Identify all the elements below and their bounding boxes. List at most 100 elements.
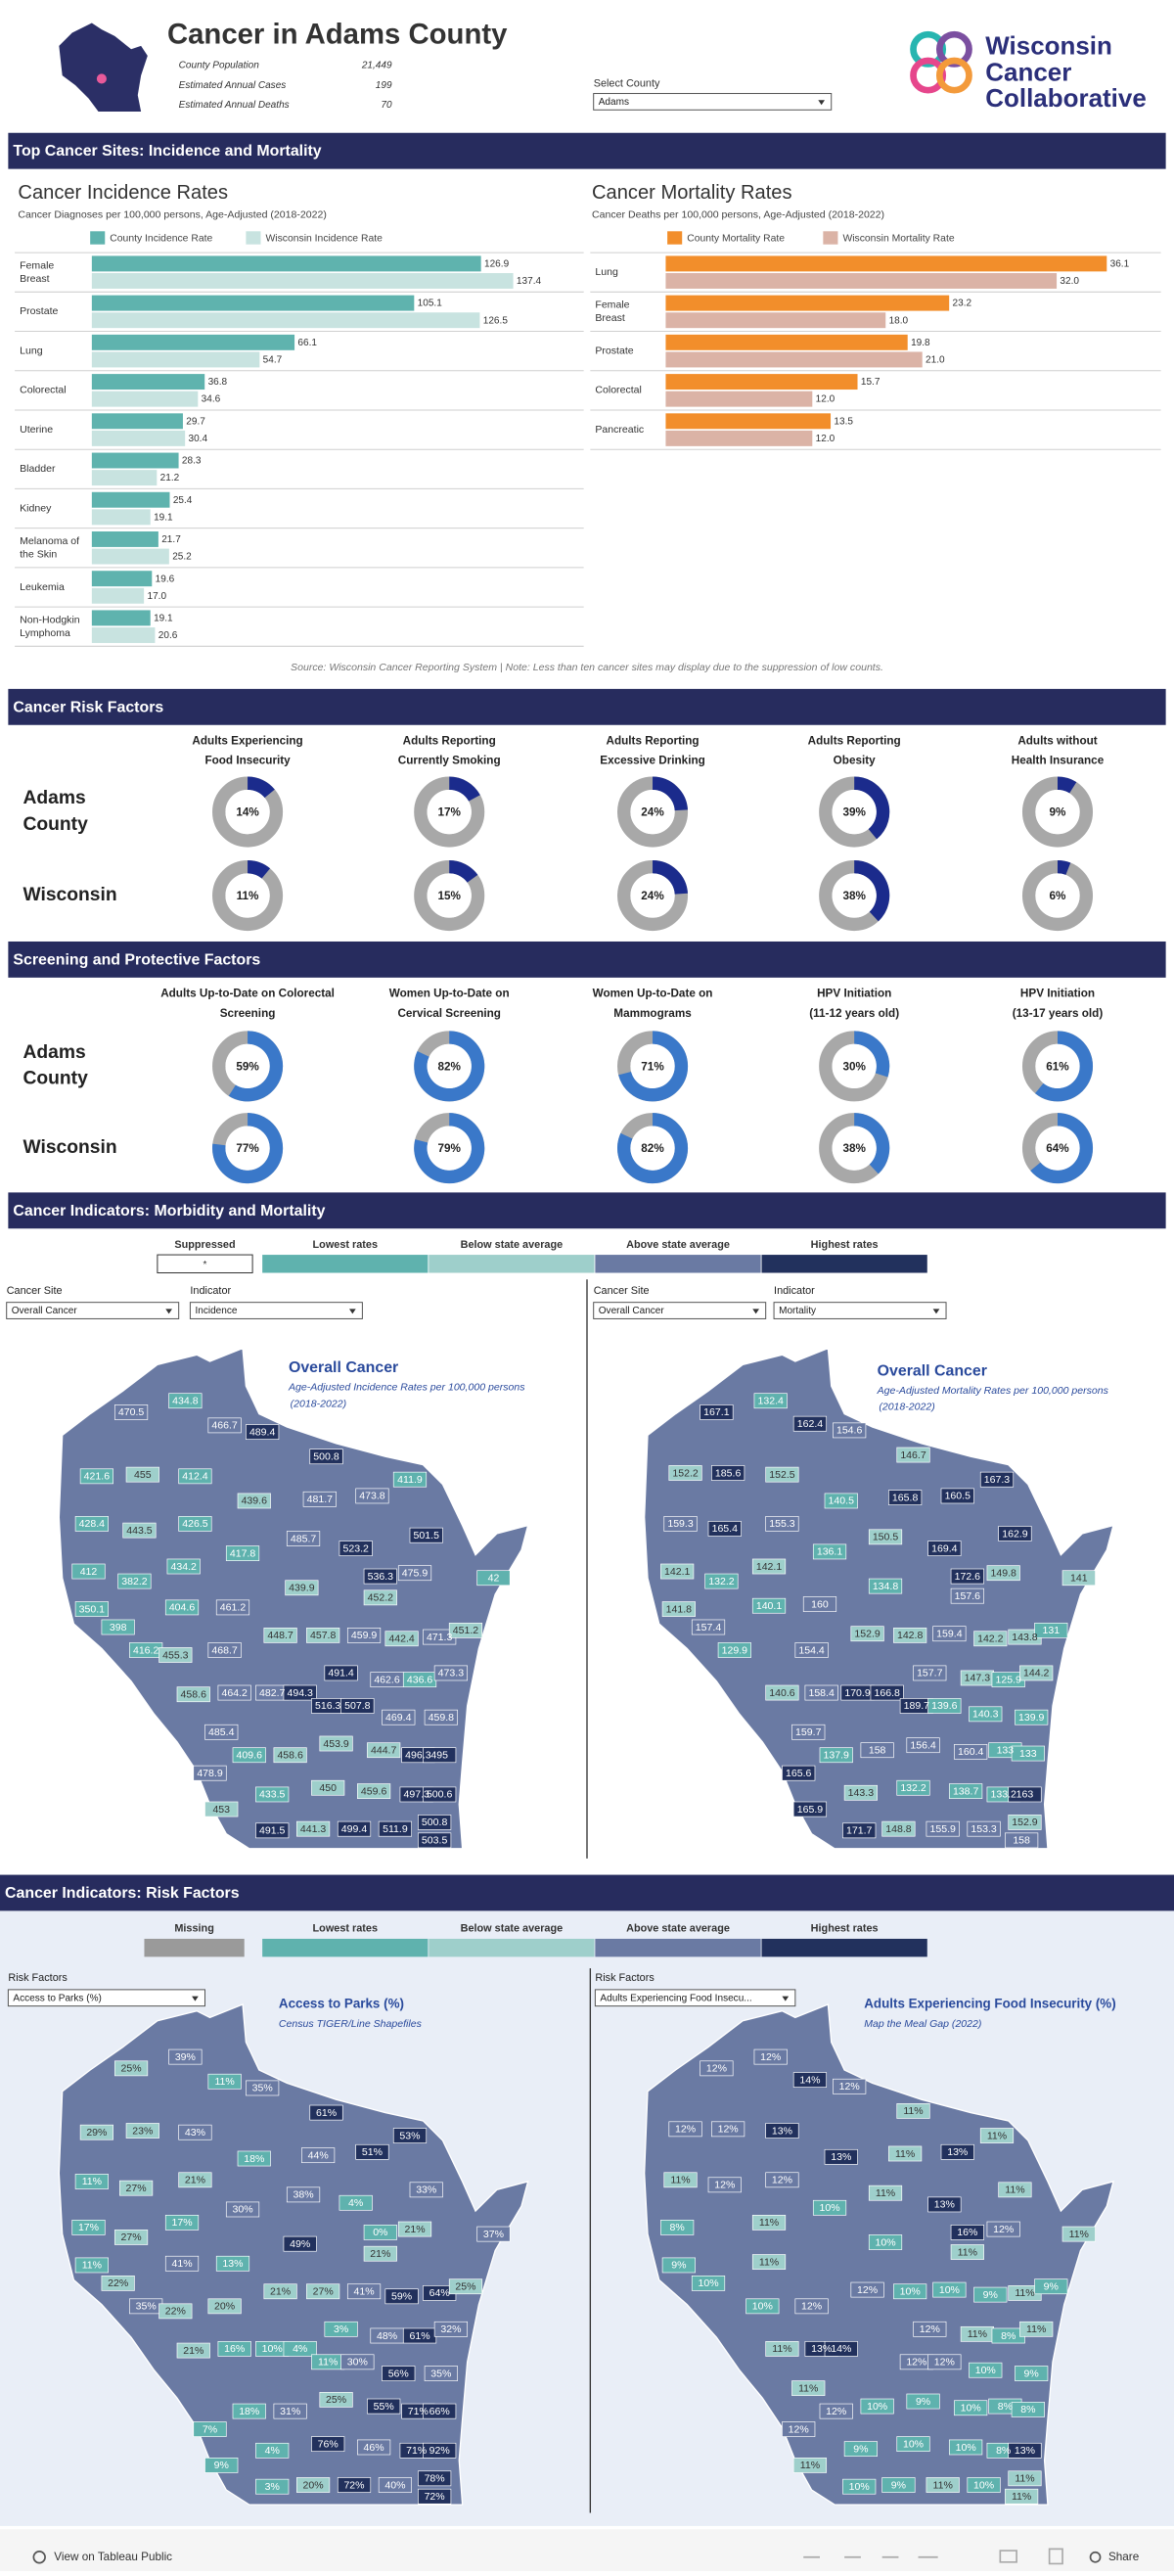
footer-share[interactable]: Share [1108,2551,1139,2563]
dropdown[interactable] [593,1302,767,1319]
county-label: 495 [430,1750,448,1762]
county-label: 500.8 [422,1817,448,1828]
county-label: 11% [933,2479,953,2491]
county-tile [843,1784,878,1801]
county-tile [986,1565,1020,1582]
county-label: 11% [968,2328,987,2340]
county-tile [164,1599,200,1616]
county-label: 33% [416,2185,436,2196]
county-tile [176,2342,210,2359]
category-label: Colorectal [595,385,641,396]
county-tile [283,2235,317,2252]
column-header: Screening [220,1007,276,1020]
value-label: 13.5 [834,416,853,427]
map-subtitle: Age-Adjusted Mortality Rates per 100,000… [877,1385,1109,1397]
county-label: 507.8 [344,1700,371,1712]
county-tile [833,2078,867,2094]
county-label: 10% [903,2438,924,2450]
dropdown[interactable] [6,1302,180,1319]
county-tile [792,2458,828,2473]
county-label: 442.4 [388,1633,415,1645]
category-label: Female Breast [20,259,57,284]
county-label: 3% [265,2481,280,2493]
county-tile [940,2143,974,2160]
footer-link[interactable]: View on Tableau Public [54,2551,172,2563]
county-label: 140.3 [972,1709,999,1721]
section-title: Top Cancer Sites: Incidence and Mortalit… [13,143,321,160]
dropdown[interactable] [593,93,833,111]
bar [91,273,514,289]
control-label: Cancer Site [594,1285,650,1297]
donut-label: 82% [641,1142,664,1155]
county-tile [237,1493,271,1509]
county-label: 14% [799,2074,820,2086]
county-tile [232,1747,266,1764]
section-title: Cancer Indicators: Morbidity and Mortali… [13,1203,325,1219]
county-label: 12% [714,2180,735,2191]
county-label: 9% [1024,2368,1039,2379]
county-tile [950,1587,984,1604]
county-label: 417.8 [230,1547,256,1559]
county-tile [355,1488,389,1504]
column-header: Excessive Drinking [600,755,704,767]
bar [91,430,186,446]
county-label: 153.3 [971,1823,997,1835]
dropdown[interactable] [773,1302,947,1319]
donut-arc [652,776,689,811]
donut-hole [225,1043,270,1088]
donut-hole [630,1126,675,1171]
map-subtitle: (2018-2022) [291,1398,346,1409]
dropdown-value: Overall Cancer [599,1306,665,1316]
county-tile [812,2199,847,2216]
county-tile [998,1526,1032,1541]
legend-class [761,1938,927,1957]
dropdown-arrow [782,1996,790,2001]
county-label: 30% [232,2204,252,2216]
county-tile [888,1490,923,1505]
county-label: 133 [1019,1748,1037,1760]
county-tile [283,2341,317,2357]
dropdown-arrow [165,1309,172,1314]
county-label: 468.7 [211,1644,238,1656]
category-label: Lung [20,345,43,356]
county-label: 459.9 [351,1630,378,1641]
county-tile [122,1522,157,1539]
stat-label: County Population [179,61,260,71]
county-tile [896,2436,930,2452]
county-label: 136.1 [817,1546,843,1558]
logo-ring [935,57,972,94]
value-label: 20.6 [158,630,178,641]
county-label: 11% [82,2260,102,2272]
text-line: the Skin [20,548,57,560]
section-bar [0,1874,1174,1911]
county-label: 14% [831,2343,851,2355]
donut-hole [427,1126,472,1171]
category-label: Lung [595,266,618,278]
column-header: Adults Reporting [607,735,700,748]
county-tile [378,1820,413,1837]
county-label: 398 [110,1622,127,1633]
dropdown[interactable] [7,1989,205,2007]
dropdown[interactable] [594,1989,796,2007]
county-label: 59% [391,2291,412,2303]
county-tile [237,2150,271,2167]
county-tile [324,1665,358,1681]
county-tile [660,1563,695,1580]
county-tile [433,1665,468,1681]
value-label: 17.0 [147,591,166,602]
county-label: 470.5 [118,1406,145,1418]
bar [91,530,158,547]
county-tile [79,2124,113,2140]
county-tile [833,1422,867,1439]
map-title: Overall Cancer [878,1362,987,1379]
county-label: 18% [239,2406,259,2417]
county-tile [765,2123,799,2139]
county-tile [950,2244,984,2260]
county-tile [765,1466,799,1483]
stat-label: Estimated Annual Cases [179,80,287,91]
county-label: 129.9 [722,1644,748,1656]
donut-label: 24% [641,890,664,902]
county-tile [950,1568,984,1585]
dropdown[interactable] [189,1302,363,1319]
county-label: 20% [214,2301,235,2313]
